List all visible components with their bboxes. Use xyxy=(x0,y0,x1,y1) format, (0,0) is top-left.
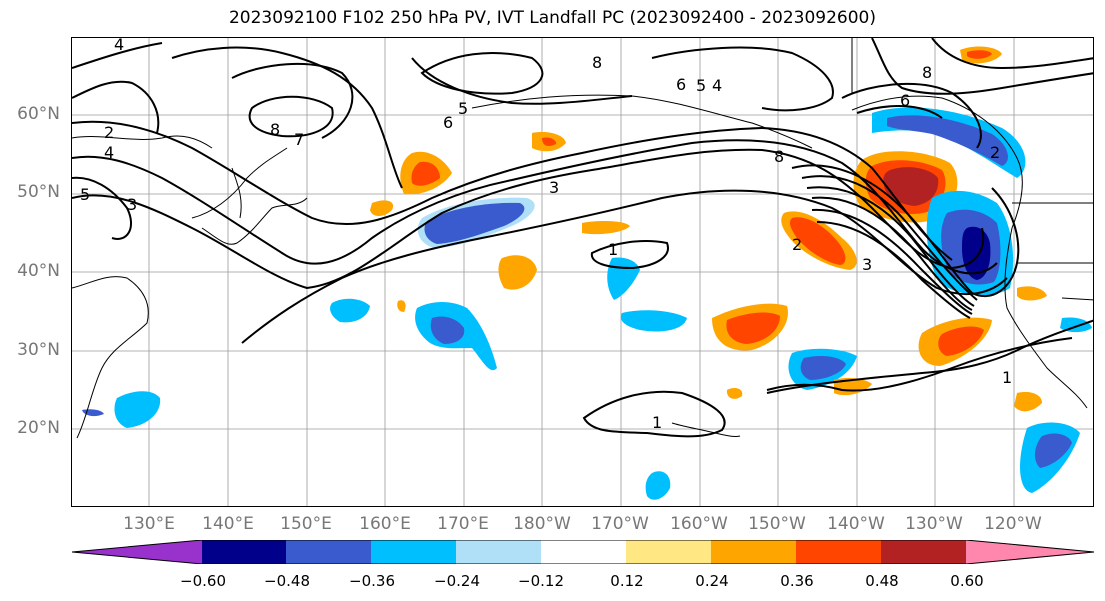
positive-anomaly xyxy=(883,167,939,206)
colorbar-swatch xyxy=(626,540,712,564)
positive-anomaly xyxy=(1017,286,1047,301)
positive-anomaly xyxy=(370,200,394,216)
colorbar-outline xyxy=(72,540,1095,564)
positive-anomaly xyxy=(938,326,984,356)
contour-label: 1 xyxy=(1002,368,1012,387)
contour-label: 3 xyxy=(549,178,559,197)
colorbar-swatch xyxy=(371,540,457,564)
contour-label: 4 xyxy=(712,76,722,95)
negative-anomaly xyxy=(430,316,465,344)
colorbar-swatch xyxy=(966,540,1094,564)
lat-label: 50°N xyxy=(17,182,60,202)
positive-anomaly xyxy=(726,312,780,344)
lon-label: 180°W xyxy=(513,514,571,534)
map-plot-area: 4 2 4 5 8 7 5 6 3 8 6 5 4 8 6 2 8 1 3 3 … xyxy=(71,37,1094,507)
lat-label: 60°N xyxy=(17,104,60,124)
contour-label: 6 xyxy=(676,75,686,94)
contour-label: 1 xyxy=(608,240,618,259)
lon-label: 160°E xyxy=(359,514,411,534)
colorbar-swatch xyxy=(796,540,882,564)
colorbar-tick: 0.24 xyxy=(695,572,729,590)
contour-label: 5 xyxy=(696,76,706,95)
colorbar-tick: 0.60 xyxy=(950,572,984,590)
colorbar-tick: −0.36 xyxy=(349,572,395,590)
contour-label: 5 xyxy=(80,185,90,204)
contour-label: 4 xyxy=(114,38,124,54)
negative-anomaly xyxy=(330,298,370,323)
lat-label: 40°N xyxy=(17,261,60,281)
colorbar-tick: 0.48 xyxy=(865,572,899,590)
lat-label: 20°N xyxy=(17,418,60,438)
contour-label: 2 xyxy=(792,235,802,254)
colorbar xyxy=(72,540,1095,564)
lon-label: 170°W xyxy=(591,514,649,534)
lon-label: 150°E xyxy=(280,514,332,534)
colorbar-swatch xyxy=(286,540,372,564)
lon-label: 140°E xyxy=(202,514,254,534)
colorbar-tick: −0.48 xyxy=(264,572,310,590)
contour-label: 8 xyxy=(270,120,280,139)
positive-anomaly xyxy=(411,161,440,186)
negative-anomaly xyxy=(114,391,161,428)
lon-label: 120°W xyxy=(984,514,1042,534)
positive-anomaly xyxy=(498,255,537,290)
colorbar-swatch xyxy=(711,540,797,564)
positive-anomaly xyxy=(582,221,630,235)
lon-label: 170°E xyxy=(437,514,489,534)
colorbar-tick: −0.24 xyxy=(434,572,480,590)
colorbar-swatch xyxy=(72,540,202,564)
contour-label: 8 xyxy=(922,63,932,82)
positive-anomaly xyxy=(967,50,992,59)
positive-anomaly xyxy=(397,300,406,312)
contour-label: 3 xyxy=(127,195,137,214)
contour-label: 6 xyxy=(443,113,453,132)
colorbar-tick: 0.12 xyxy=(610,572,644,590)
negative-anomaly xyxy=(645,471,671,500)
contour-label: 7 xyxy=(294,130,304,149)
colorbar-tick: −0.60 xyxy=(180,572,226,590)
colorbar-tick: −0.12 xyxy=(518,572,564,590)
contour-label: 3 xyxy=(862,255,872,274)
negative-anomaly xyxy=(620,310,687,332)
contour-label: 6 xyxy=(900,91,910,110)
contour-label: 8 xyxy=(774,147,784,166)
negative-anomaly xyxy=(1034,433,1072,468)
positive-anomaly xyxy=(542,137,557,146)
lon-label: 140°W xyxy=(827,514,885,534)
map-svg: 4 2 4 5 8 7 5 6 3 8 6 5 4 8 6 2 8 1 3 3 … xyxy=(72,38,1093,506)
contour-label: 2 xyxy=(104,123,114,142)
coastlines xyxy=(72,38,1093,439)
colorbar-tick: 0.36 xyxy=(780,572,814,590)
colorbar-swatch xyxy=(881,540,967,564)
pv-contours xyxy=(72,38,1093,438)
colorbar-swatch xyxy=(456,540,542,564)
negative-anomaly xyxy=(800,356,846,380)
negative-anomaly xyxy=(607,257,640,300)
negative-anomaly xyxy=(887,115,1008,166)
contour-labels: 4 2 4 5 8 7 5 6 3 8 6 5 4 8 6 2 8 1 3 3 … xyxy=(80,38,1012,432)
map-title: 2023092100 F102 250 hPa PV, IVT Landfall… xyxy=(228,8,876,28)
contour-label: 8 xyxy=(592,53,602,72)
colorbar-swatch xyxy=(202,540,287,564)
lat-label: 30°N xyxy=(17,340,60,360)
positive-anomaly xyxy=(789,217,846,265)
contour-label: 4 xyxy=(104,143,114,162)
contour-label: 2 xyxy=(990,143,1000,162)
positive-anomaly xyxy=(1014,392,1042,412)
lon-label: 150°W xyxy=(748,514,806,534)
colorbar-swatch xyxy=(541,540,627,564)
contour-label: 5 xyxy=(458,99,468,118)
lon-label: 160°W xyxy=(670,514,728,534)
lon-label: 130°W xyxy=(905,514,963,534)
contour-label: 1 xyxy=(652,413,662,432)
negative-anomaly xyxy=(424,202,525,244)
positive-anomaly xyxy=(726,388,743,399)
lon-label: 130°E xyxy=(123,514,175,534)
